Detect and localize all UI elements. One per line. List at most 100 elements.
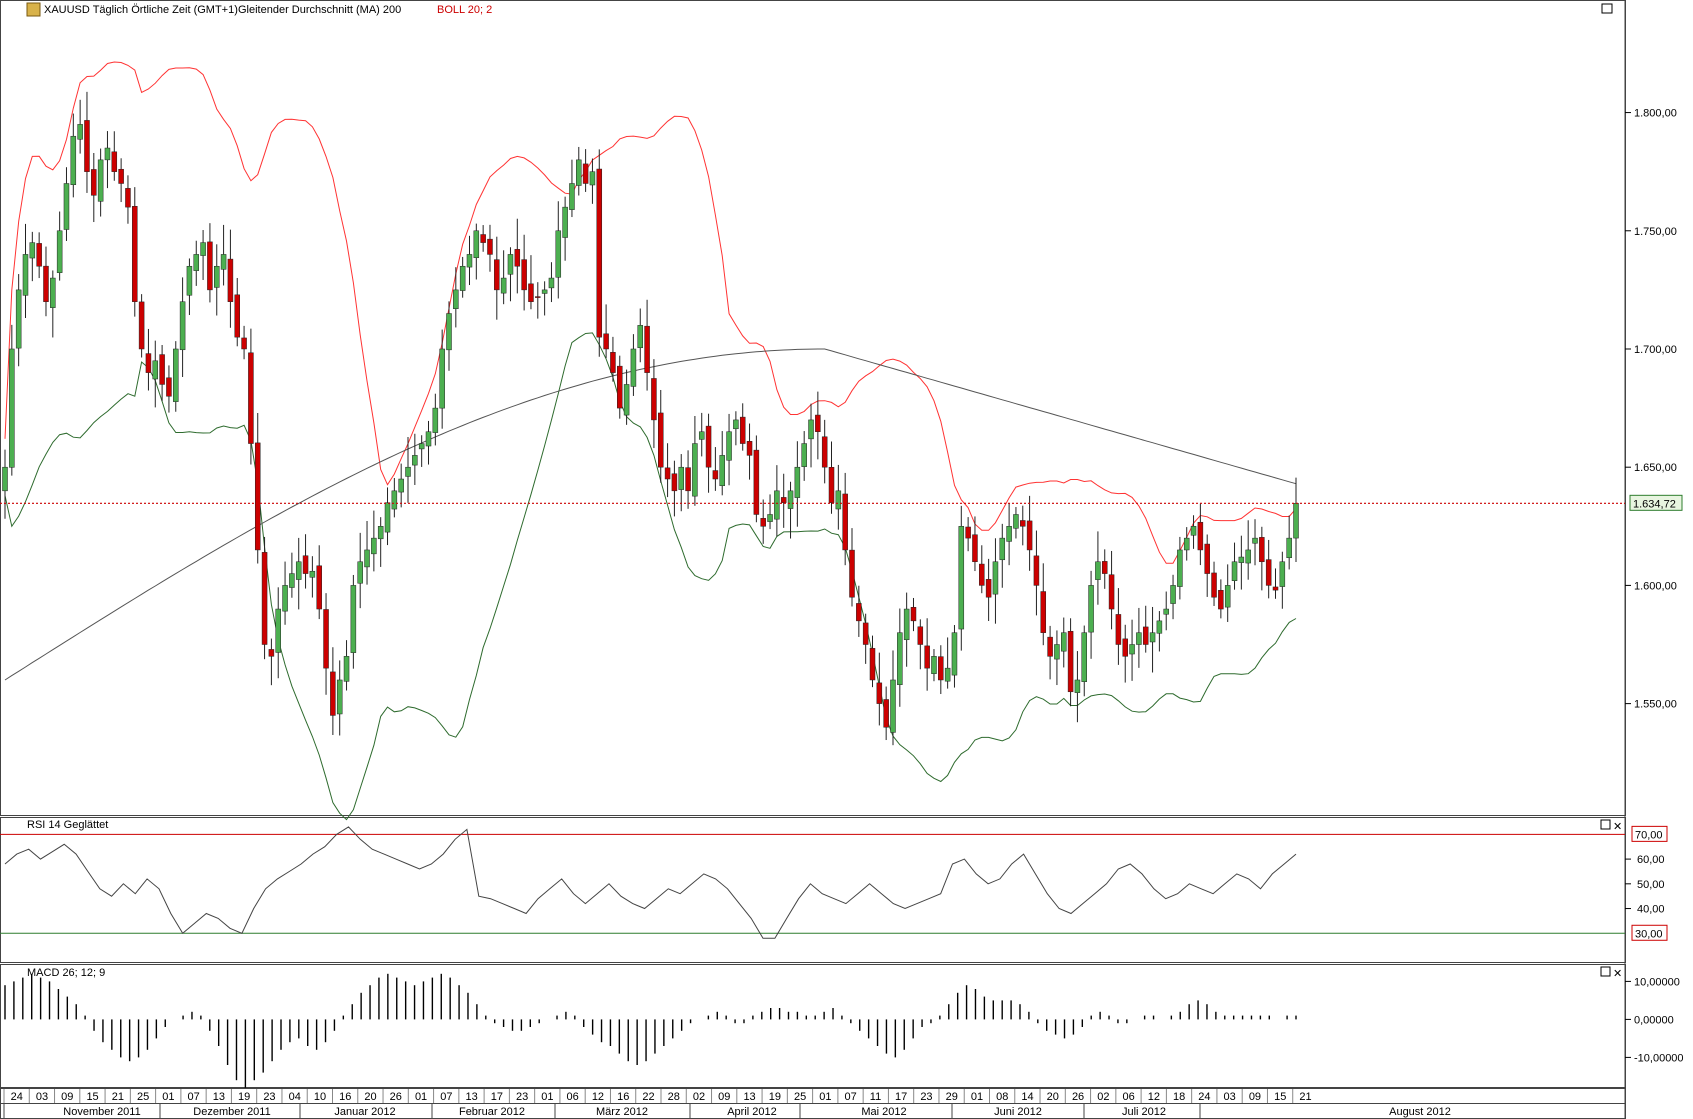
rsi-axis-label: 50,00 <box>1637 879 1665 891</box>
candle <box>261 552 268 645</box>
price-axis-label: 1.650,00 <box>1634 462 1677 474</box>
day-label: 18 <box>1173 1091 1185 1103</box>
candle <box>1081 632 1087 682</box>
month-label: Dezember 2011 <box>193 1106 270 1118</box>
candle <box>541 289 548 294</box>
candle <box>1061 632 1067 652</box>
candle <box>828 467 835 503</box>
day-label: 02 <box>1097 1091 1109 1103</box>
candle <box>111 151 118 172</box>
candle <box>617 365 623 409</box>
candle <box>50 277 56 308</box>
candle <box>323 609 329 669</box>
rsi-close-icon[interactable]: ✕ <box>1613 821 1622 833</box>
day-label: 01 <box>415 1091 427 1103</box>
candle <box>1252 537 1258 544</box>
boll-indicator-label[interactable]: BOLL 20; 2 <box>437 4 492 16</box>
candle <box>938 656 944 681</box>
candle <box>507 254 514 275</box>
day-label: 01 <box>971 1091 983 1103</box>
day-label: 01 <box>541 1091 553 1103</box>
candle <box>630 348 637 387</box>
rsi-layer <box>0 826 1625 939</box>
candle <box>856 603 862 622</box>
rsi-indicator-label[interactable]: RSI 14 Geglättet <box>27 819 108 831</box>
candle <box>1074 679 1081 693</box>
candle <box>336 679 343 715</box>
candle <box>343 656 350 682</box>
candle <box>1183 537 1190 551</box>
ma-indicator-label[interactable]: Gleitender Durchschnitt (MA) 200 <box>238 4 401 16</box>
candle <box>972 534 978 563</box>
candle <box>951 632 958 676</box>
candle <box>548 277 555 289</box>
candle <box>412 455 418 466</box>
rsi-maximize-icon[interactable] <box>1600 819 1611 830</box>
candle <box>1238 556 1245 563</box>
candle <box>377 526 384 540</box>
candle <box>77 124 83 140</box>
candle <box>214 265 220 288</box>
day-label: 03 <box>1224 1091 1236 1103</box>
candle <box>774 490 780 520</box>
candle <box>1279 561 1286 587</box>
candle <box>282 585 288 612</box>
month-label: Februar 2012 <box>459 1106 525 1118</box>
candle <box>1224 585 1231 608</box>
symbol-icon[interactable] <box>26 2 41 17</box>
day-label: 19 <box>238 1091 250 1103</box>
candle <box>931 656 937 674</box>
candle <box>487 238 493 255</box>
candle <box>459 265 466 291</box>
day-label: 16 <box>617 1091 629 1103</box>
candle <box>227 258 234 302</box>
candle <box>1170 585 1176 604</box>
candle <box>2 466 8 492</box>
candle <box>22 254 29 296</box>
day-label: 16 <box>339 1091 351 1103</box>
candle <box>1265 559 1272 586</box>
month-label: November 2011 <box>63 1106 140 1118</box>
candle <box>118 168 124 184</box>
candle <box>63 183 70 230</box>
candle <box>302 555 309 574</box>
candle <box>726 431 732 461</box>
candle <box>1163 608 1169 615</box>
candle <box>248 352 254 444</box>
macd-close-icon[interactable]: ✕ <box>1613 968 1622 980</box>
candle <box>104 147 111 161</box>
candle <box>1129 644 1135 655</box>
month-label: April 2012 <box>727 1106 777 1118</box>
candle <box>371 537 377 555</box>
candle <box>473 230 480 259</box>
candle <box>1142 626 1149 645</box>
day-label: 10 <box>314 1091 326 1103</box>
day-label: 01 <box>819 1091 831 1103</box>
candle <box>801 443 807 467</box>
candle <box>138 301 145 350</box>
candle <box>295 561 302 580</box>
month-label: Juni 2012 <box>994 1106 1042 1118</box>
macd-indicator-label[interactable]: MACD 26; 12; 9 <box>27 967 105 979</box>
candle <box>56 230 63 273</box>
candle <box>200 242 206 256</box>
candle <box>1286 537 1292 559</box>
symbol-title[interactable]: XAUUSD Täglich Örtliche Zeit (GMT+1) <box>44 4 238 16</box>
maximize-icon[interactable] <box>1601 3 1613 14</box>
day-label: 24 <box>1198 1091 1210 1103</box>
day-label: 25 <box>137 1091 149 1103</box>
candle <box>1108 574 1115 610</box>
month-label: Mai 2012 <box>861 1106 906 1118</box>
candle <box>84 120 90 172</box>
candle <box>671 473 678 492</box>
candle <box>1040 591 1047 633</box>
candle <box>1013 514 1019 529</box>
macd-axis-label: 10,00000 <box>1634 976 1680 988</box>
candle <box>869 648 876 681</box>
macd-maximize-icon[interactable] <box>1600 966 1611 977</box>
candle <box>835 490 842 510</box>
candle <box>917 626 924 645</box>
candle <box>1067 631 1074 693</box>
candle <box>657 412 664 468</box>
